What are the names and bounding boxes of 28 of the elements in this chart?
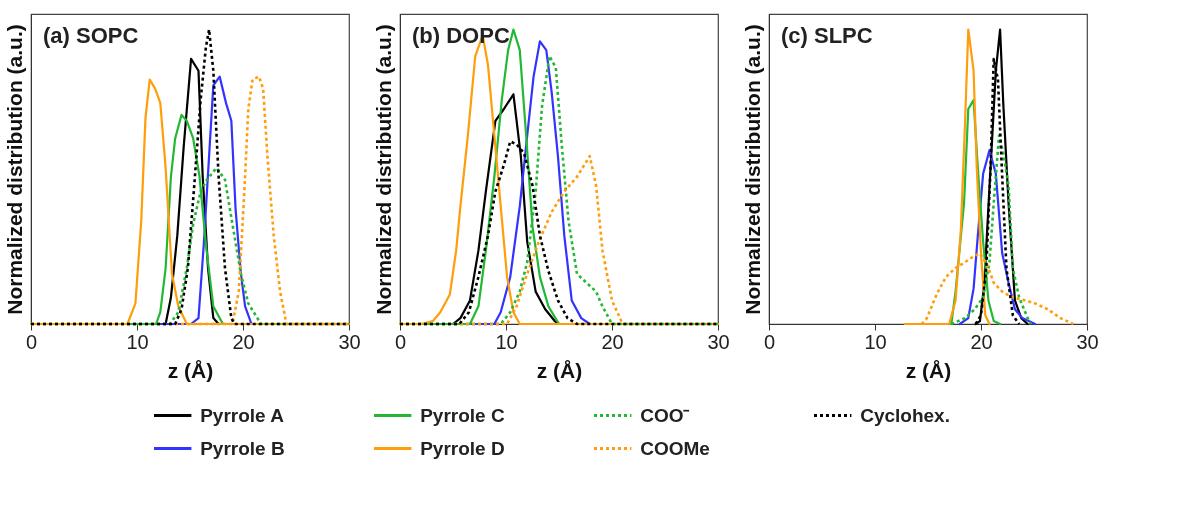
y-axis-title: Normalized distribution (a.u.) bbox=[740, 24, 764, 315]
x-tick-label: 20 bbox=[601, 330, 624, 353]
chart-title: (a) SOPC bbox=[43, 23, 139, 48]
y-axis-title: Normalized distribution (a.u.) bbox=[371, 24, 395, 315]
legend-label: Pyrrole D bbox=[420, 437, 505, 459]
x-tick-label: 10 bbox=[126, 330, 149, 353]
x-tick-label: 10 bbox=[495, 330, 518, 353]
x-axis-title: z (Å) bbox=[905, 358, 952, 382]
legend-label: Cyclohex. bbox=[860, 404, 950, 426]
legend-label: COO⁻ bbox=[640, 404, 691, 426]
x-axis-title: z (Å) bbox=[167, 358, 214, 382]
chart-title: (b) DOPC bbox=[412, 23, 510, 48]
x-tick-label: 30 bbox=[1076, 330, 1099, 353]
x-tick-label: 30 bbox=[707, 330, 730, 353]
chart-title: (c) SLPC bbox=[781, 23, 873, 48]
x-tick-label: 0 bbox=[25, 330, 38, 353]
legend-label: Pyrrole C bbox=[420, 404, 505, 426]
x-tick-label: 30 bbox=[338, 330, 361, 353]
legend-label: Pyrrole B bbox=[200, 437, 285, 459]
x-tick-label: 10 bbox=[864, 330, 887, 353]
legend-label: Pyrrole A bbox=[200, 404, 285, 426]
x-tick-label: 0 bbox=[763, 330, 776, 353]
x-tick-label: 20 bbox=[232, 330, 255, 353]
x-tick-label: 20 bbox=[970, 330, 993, 353]
x-axis-title: z (Å) bbox=[536, 358, 583, 382]
x-tick-label: 0 bbox=[394, 330, 407, 353]
y-axis-title: Normalized distribution (a.u.) bbox=[2, 24, 26, 315]
legend-label: COOMe bbox=[640, 437, 710, 459]
